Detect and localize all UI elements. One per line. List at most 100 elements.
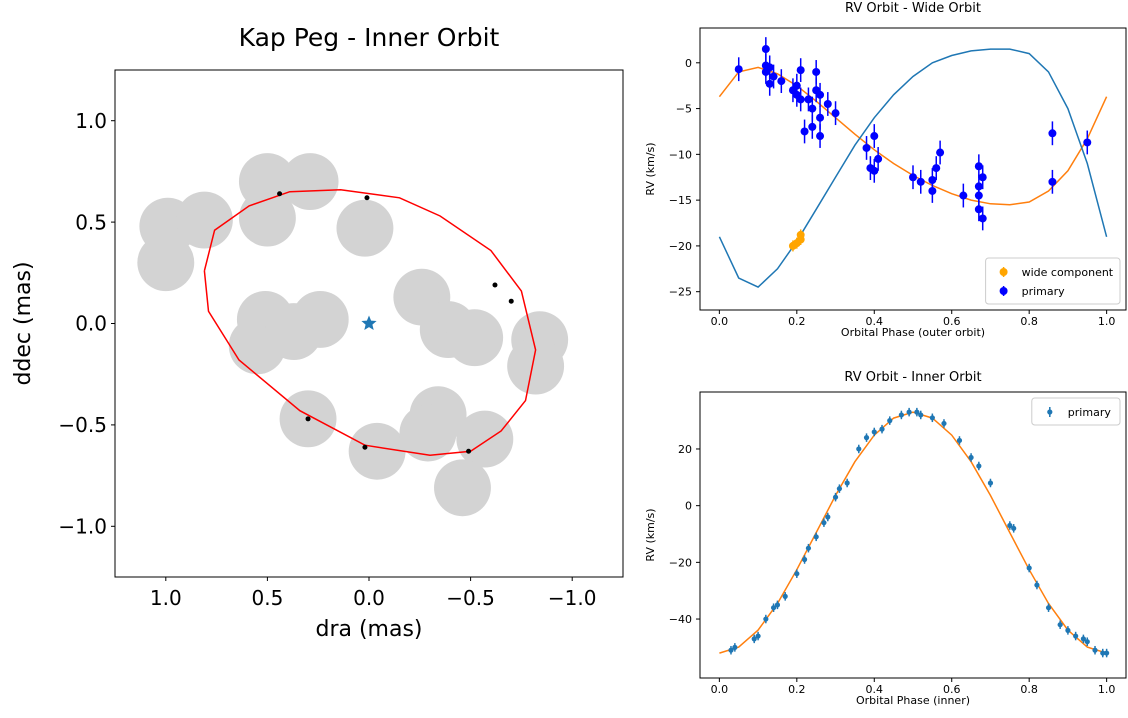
data-point bbox=[906, 409, 912, 415]
data-point bbox=[1026, 565, 1032, 571]
data-point bbox=[804, 95, 813, 104]
data-point bbox=[974, 191, 983, 200]
data-point bbox=[728, 647, 734, 653]
data-point bbox=[1084, 639, 1090, 645]
plot-area bbox=[137, 153, 569, 517]
x-tick-label: 0.5 bbox=[251, 586, 283, 610]
model-curve bbox=[203, 188, 537, 457]
data-point bbox=[821, 520, 827, 526]
data-point bbox=[796, 95, 805, 104]
data-point bbox=[774, 602, 781, 608]
model-point bbox=[508, 298, 514, 304]
model-curve bbox=[718, 48, 1108, 288]
star-marker bbox=[361, 315, 377, 330]
error-ellipse bbox=[434, 459, 491, 517]
y-tick-label: −0.5 bbox=[58, 413, 107, 437]
data-point bbox=[968, 454, 974, 461]
data-point bbox=[887, 418, 893, 424]
data-point bbox=[796, 230, 805, 239]
data-point bbox=[1065, 627, 1071, 633]
data-point bbox=[734, 65, 743, 74]
data-point bbox=[1100, 650, 1106, 656]
data-point bbox=[1092, 647, 1098, 653]
data-point bbox=[801, 556, 808, 563]
legend-box bbox=[985, 257, 1121, 305]
data-point bbox=[856, 446, 862, 452]
y-tick-label: 0 bbox=[685, 500, 692, 513]
data-point bbox=[765, 63, 774, 72]
data-point bbox=[751, 636, 757, 642]
axes-frame bbox=[699, 27, 1127, 311]
data-point bbox=[1011, 525, 1017, 531]
error-ellipse bbox=[446, 309, 504, 367]
x-tick-label: 0.2 bbox=[788, 315, 806, 328]
x-axis-label: Orbital Phase (outer orbit) bbox=[841, 326, 985, 339]
error-ellipse bbox=[336, 199, 394, 257]
data-point bbox=[836, 486, 843, 492]
model-point bbox=[364, 195, 370, 201]
data-point bbox=[1104, 650, 1110, 656]
x-tick-label: 0.0 bbox=[711, 683, 729, 696]
data-point bbox=[916, 177, 925, 186]
axes-frame bbox=[114, 69, 624, 578]
legend-label: primary bbox=[1068, 406, 1112, 419]
error-ellipse bbox=[281, 153, 339, 210]
data-point bbox=[974, 162, 983, 171]
data-point bbox=[813, 534, 819, 540]
y-tick-label: 0.5 bbox=[75, 210, 107, 234]
y-tick-label: −20 bbox=[669, 556, 692, 569]
y-tick-label: −40 bbox=[669, 613, 692, 626]
error-ellipse bbox=[175, 191, 233, 249]
data-point bbox=[1045, 605, 1052, 611]
x-tick-label: 0.0 bbox=[711, 315, 729, 328]
y-tick-label: −1.0 bbox=[58, 515, 107, 539]
data-point bbox=[770, 605, 777, 611]
data-point bbox=[1007, 522, 1013, 529]
data-point bbox=[976, 463, 982, 469]
model-point bbox=[362, 444, 368, 450]
x-tick-label: 0.6 bbox=[943, 315, 961, 328]
data-point bbox=[1034, 582, 1040, 588]
x-tick-label: 0.2 bbox=[788, 683, 806, 696]
x-tick-label: −0.5 bbox=[446, 586, 495, 610]
data-point bbox=[765, 79, 774, 88]
data-point bbox=[928, 186, 937, 195]
data-point bbox=[831, 109, 840, 118]
data-point bbox=[929, 415, 935, 421]
y-tick-label: 20 bbox=[678, 443, 692, 456]
axes-frame bbox=[699, 391, 1127, 679]
data-point bbox=[863, 435, 870, 441]
y-tick-label: 1.0 bbox=[75, 109, 107, 133]
y-tick-label: −20 bbox=[669, 240, 692, 253]
x-tick-label: 1.0 bbox=[1098, 683, 1116, 696]
x-tick-label: 0.8 bbox=[1020, 315, 1038, 328]
data-point bbox=[808, 104, 817, 113]
data-point bbox=[1083, 138, 1092, 147]
data-point bbox=[761, 45, 770, 54]
data-point bbox=[914, 409, 920, 415]
data-point bbox=[769, 72, 778, 81]
data-point bbox=[871, 429, 877, 435]
y-tick-label: −15 bbox=[669, 194, 692, 207]
error-ellipse bbox=[399, 404, 457, 462]
data-point bbox=[816, 132, 825, 141]
y-tick-label: −10 bbox=[669, 148, 692, 161]
chart-title: RV Orbit - Inner Orbit bbox=[844, 370, 981, 385]
data-point bbox=[825, 514, 831, 520]
error-ellipse bbox=[137, 234, 195, 292]
data-point bbox=[932, 164, 941, 173]
data-point bbox=[909, 173, 917, 182]
data-point bbox=[956, 437, 963, 444]
x-tick-label: 0.8 bbox=[1020, 683, 1038, 696]
data-point bbox=[1073, 633, 1079, 639]
data-point bbox=[941, 420, 947, 427]
data-point bbox=[732, 644, 738, 650]
data-point bbox=[862, 143, 871, 152]
error-ellipse bbox=[348, 422, 406, 480]
x-axis-label: Orbital Phase (inner) bbox=[856, 694, 970, 707]
y-tick-label: −25 bbox=[669, 286, 692, 299]
x-tick-label: 0.0 bbox=[353, 586, 385, 610]
data-point bbox=[959, 191, 968, 200]
